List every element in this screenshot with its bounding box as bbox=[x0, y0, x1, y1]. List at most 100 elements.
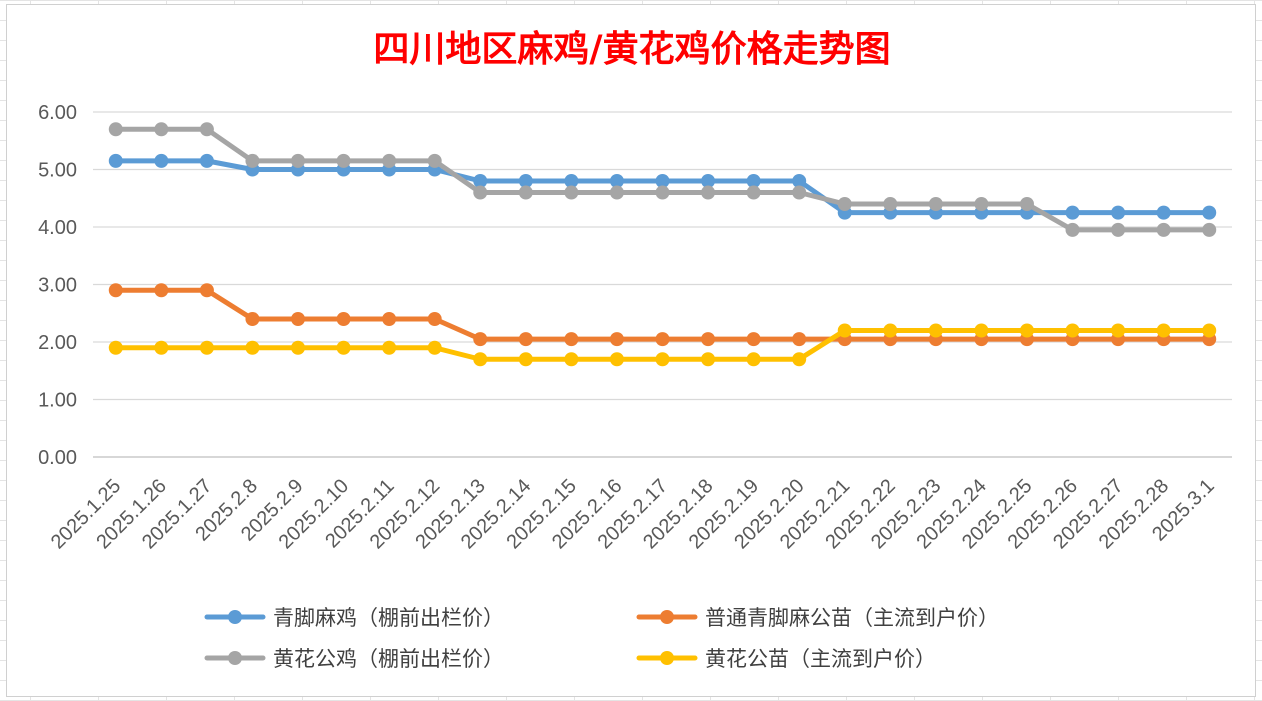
data-point[interactable] bbox=[473, 174, 488, 188]
data-point[interactable] bbox=[792, 352, 807, 367]
data-point[interactable] bbox=[655, 185, 670, 200]
data-point[interactable] bbox=[837, 197, 852, 211]
data-point[interactable] bbox=[564, 332, 579, 347]
data-point[interactable] bbox=[1019, 323, 1034, 338]
data-point[interactable] bbox=[564, 174, 579, 188]
data-point[interactable] bbox=[427, 340, 442, 355]
data-point[interactable] bbox=[746, 174, 761, 188]
data-point[interactable] bbox=[701, 352, 716, 367]
data-point[interactable] bbox=[1111, 222, 1126, 237]
data-point[interactable] bbox=[1111, 323, 1126, 338]
series-1[interactable] bbox=[108, 153, 1217, 220]
data-point[interactable] bbox=[609, 332, 624, 347]
data-point[interactable] bbox=[655, 352, 670, 367]
data-point[interactable] bbox=[199, 340, 214, 355]
data-point[interactable] bbox=[382, 153, 397, 168]
data-point[interactable] bbox=[245, 312, 260, 326]
data-point[interactable] bbox=[974, 323, 989, 338]
legend-marker-icon bbox=[228, 610, 242, 624]
y-tick-label: 3.00 bbox=[38, 275, 77, 297]
data-point[interactable] bbox=[928, 197, 943, 211]
legend-item[interactable]: 黄花公苗（主流到户价） bbox=[636, 647, 936, 671]
legend-item[interactable]: 青脚麻鸡（棚前出栏价） bbox=[204, 606, 504, 630]
data-point[interactable] bbox=[883, 323, 898, 338]
data-point[interactable] bbox=[928, 323, 943, 338]
data-point[interactable] bbox=[564, 185, 579, 200]
data-point[interactable] bbox=[336, 340, 351, 355]
data-point[interactable] bbox=[609, 185, 624, 200]
data-point[interactable] bbox=[108, 122, 123, 137]
data-point[interactable] bbox=[1156, 323, 1171, 338]
data-point[interactable] bbox=[1065, 323, 1080, 338]
data-point[interactable] bbox=[746, 332, 761, 347]
data-point[interactable] bbox=[427, 312, 442, 326]
y-axis-ticks: 0.00 1.00 2.00 3.00 4.00 5.00 6.00 bbox=[38, 102, 77, 469]
data-point[interactable] bbox=[792, 332, 807, 347]
data-point[interactable] bbox=[291, 340, 306, 355]
data-point[interactable] bbox=[382, 340, 397, 355]
data-point[interactable] bbox=[609, 352, 624, 367]
data-point[interactable] bbox=[701, 332, 716, 347]
data-point[interactable] bbox=[518, 332, 533, 347]
data-point[interactable] bbox=[746, 352, 761, 367]
legend-item[interactable]: 普通青脚麻公苗（主流到户价） bbox=[636, 606, 999, 630]
data-point[interactable] bbox=[1111, 205, 1126, 220]
data-point[interactable] bbox=[1202, 205, 1217, 220]
data-point[interactable] bbox=[108, 340, 123, 355]
data-point[interactable] bbox=[108, 153, 123, 168]
data-point[interactable] bbox=[1202, 323, 1217, 338]
data-point[interactable] bbox=[564, 352, 579, 367]
series-3[interactable] bbox=[108, 122, 1217, 237]
data-point[interactable] bbox=[792, 174, 807, 188]
data-point[interactable] bbox=[655, 174, 670, 188]
legend-marker-icon bbox=[660, 610, 674, 624]
data-point[interactable] bbox=[518, 174, 533, 188]
legend-label: 黄花公鸡（棚前出栏价） bbox=[273, 647, 504, 671]
gridlines bbox=[93, 111, 1232, 458]
data-point[interactable] bbox=[518, 185, 533, 200]
data-point[interactable] bbox=[1065, 222, 1080, 237]
data-point[interactable] bbox=[427, 153, 442, 168]
series-4[interactable] bbox=[108, 323, 1217, 367]
data-point[interactable] bbox=[336, 312, 351, 326]
data-point[interactable] bbox=[701, 185, 716, 200]
data-point[interactable] bbox=[154, 153, 169, 168]
data-point[interactable] bbox=[609, 174, 624, 188]
data-point[interactable] bbox=[883, 197, 898, 211]
series-2[interactable] bbox=[108, 283, 1217, 347]
data-point[interactable] bbox=[245, 340, 260, 355]
chart-area[interactable]: 四川地区麻鸡/黄花鸡价格走势图 0.00 1.00 2.00 3.00 4.00 5.00… bbox=[6, 4, 1256, 697]
y-tick-label: 2.00 bbox=[38, 332, 77, 354]
data-point[interactable] bbox=[1202, 222, 1217, 237]
legend-label: 青脚麻鸡（棚前出栏价） bbox=[273, 606, 504, 630]
y-tick-label: 6.00 bbox=[38, 102, 77, 124]
data-point[interactable] bbox=[245, 153, 260, 168]
data-point[interactable] bbox=[108, 283, 123, 298]
series-layer bbox=[108, 122, 1217, 367]
data-point[interactable] bbox=[336, 153, 351, 168]
data-point[interactable] bbox=[1065, 205, 1080, 220]
data-point[interactable] bbox=[154, 340, 169, 355]
data-point[interactable] bbox=[837, 323, 852, 338]
data-point[interactable] bbox=[746, 185, 761, 200]
data-point[interactable] bbox=[655, 332, 670, 347]
data-point[interactable] bbox=[199, 122, 214, 137]
data-point[interactable] bbox=[701, 174, 716, 188]
data-point[interactable] bbox=[473, 352, 488, 367]
data-point[interactable] bbox=[473, 332, 488, 347]
data-point[interactable] bbox=[792, 185, 807, 200]
data-point[interactable] bbox=[473, 185, 488, 200]
data-point[interactable] bbox=[382, 312, 397, 326]
data-point[interactable] bbox=[199, 153, 214, 168]
data-point[interactable] bbox=[154, 122, 169, 137]
data-point[interactable] bbox=[1019, 197, 1034, 211]
data-point[interactable] bbox=[1156, 205, 1171, 220]
data-point[interactable] bbox=[291, 153, 306, 168]
data-point[interactable] bbox=[974, 197, 989, 211]
data-point[interactable] bbox=[1156, 222, 1171, 237]
legend-item[interactable]: 黄花公鸡（棚前出栏价） bbox=[204, 647, 504, 671]
data-point[interactable] bbox=[199, 283, 214, 298]
data-point[interactable] bbox=[154, 283, 169, 298]
data-point[interactable] bbox=[291, 312, 306, 326]
data-point[interactable] bbox=[518, 352, 533, 367]
